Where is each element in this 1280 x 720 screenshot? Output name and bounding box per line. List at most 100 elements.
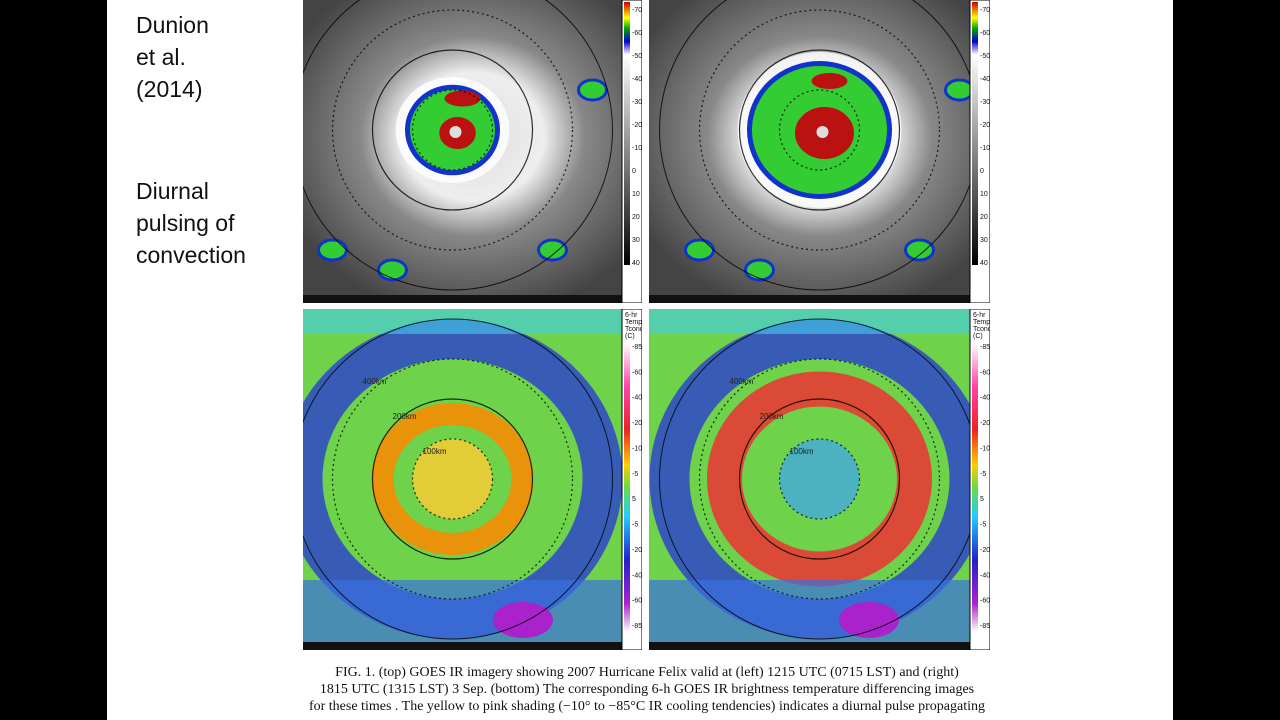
colorbar-label: -70 [632, 7, 642, 14]
colorbar-fill [972, 343, 978, 632]
colorbar-title: 6-hr [625, 312, 638, 319]
colorbar-label: -20 [980, 547, 990, 554]
colorbar-label: -30 [632, 99, 642, 106]
blob [577, 78, 608, 102]
colorbar-label: -50 [980, 53, 990, 60]
range-ring [411, 438, 494, 520]
colorbar-label: -60 [980, 369, 990, 376]
colorbar-label: 0 [980, 168, 984, 175]
colorbar-label: -20 [632, 547, 642, 554]
colorbar-label: -20 [632, 122, 642, 129]
colorbar-title: (C) [973, 333, 983, 340]
purple [839, 602, 899, 638]
colorbar-title: (C) [625, 333, 635, 340]
inner [412, 439, 493, 519]
ring-label: 100km [423, 447, 447, 456]
range-ring [698, 358, 941, 600]
colorbar-label: 30 [980, 237, 988, 244]
heading-line: et al. [136, 44, 186, 70]
colorbar-label: -40 [980, 572, 990, 579]
subheading-line: pulsing of [136, 210, 235, 236]
ring-label: 400km [730, 377, 754, 386]
caption-line: FIG. 1. (top) GOES IR imagery showing 20… [335, 665, 959, 680]
ring-label: 400km [363, 377, 387, 386]
blob [744, 258, 775, 282]
blob [811, 73, 848, 89]
heading-line: Dunion [136, 12, 209, 38]
eye [816, 126, 829, 138]
blob [317, 238, 348, 262]
purple [493, 602, 553, 638]
subheading-line: Diurnal [136, 178, 209, 204]
blob [377, 258, 408, 282]
subheading: Diurnal pulsing of convection [136, 175, 246, 271]
range-ring [738, 49, 901, 211]
range-ring [371, 49, 534, 211]
colorbar-label: 20 [980, 214, 988, 221]
caption-line: 1815 UTC (1315 LST) 3 Sep. (bottom) The … [320, 682, 974, 697]
blob [904, 238, 935, 262]
colorbar-fill [972, 2, 978, 265]
cyan-top [649, 309, 990, 334]
satellite-image: -85 -60 -40 -20 -10 -5 5 -5 -20 -40 -60 -85 6-hrTemp… [303, 309, 644, 650]
colorbar-fill [624, 343, 630, 632]
blob [684, 238, 715, 262]
colorbar-label: 30 [632, 237, 640, 244]
colorbar-label: -20 [980, 122, 990, 129]
colorbar-title: Tcond [973, 326, 992, 333]
range-ring [738, 398, 901, 560]
colorbar-label: -20 [980, 420, 990, 427]
range-ring [778, 89, 861, 171]
colorbar-label: 5 [632, 496, 636, 503]
satellite-image: -85 -60 -40 -20 -10 -5 5 -5 -20 -40 -60 -85 6-hrTemp… [649, 309, 992, 650]
colorbar-label: -5 [980, 471, 986, 478]
colorbar-label: -40 [632, 395, 642, 402]
inner [779, 439, 860, 519]
colorbar-label: 5 [980, 496, 984, 503]
blob [444, 90, 481, 107]
satellite-image: -70 -60 -50 -40 -30 -20 -10 0 10 20 30 40 [303, 0, 642, 303]
colorbar-label: -85 [632, 623, 642, 630]
colorbar-label: -85 [980, 344, 990, 351]
south-land [303, 580, 642, 650]
colorbar-title: Temp [625, 319, 642, 326]
colorbar-label: 10 [632, 191, 640, 198]
colorbar-title: 6-hr [973, 312, 986, 319]
bottom-strip [649, 642, 990, 650]
red-band [371, 403, 534, 555]
colorbar-label: -10 [980, 145, 990, 152]
colorbar-label: -50 [632, 53, 642, 60]
colorbar-label: -10 [980, 445, 990, 452]
colorbar-label: 40 [980, 260, 988, 267]
colorbar-label: -85 [632, 344, 642, 351]
colorbar-label: -10 [632, 145, 642, 152]
ring-label: 200km [760, 412, 784, 421]
colorbar-label: -10 [632, 445, 642, 452]
heading-line: (2014) [136, 76, 203, 102]
colorbar-label: -5 [632, 471, 638, 478]
colorbar-label: -40 [980, 76, 990, 83]
blob [537, 238, 568, 262]
red-band [707, 371, 932, 587]
colorbar-label: -60 [632, 598, 642, 605]
colorbar-label: -40 [632, 76, 642, 83]
range-ring [411, 89, 494, 171]
colorbar-label: -85 [980, 623, 990, 630]
colorbar-label: -5 [632, 522, 638, 529]
range-ring [698, 9, 941, 251]
range-ring [303, 318, 613, 640]
colorbar-label: -60 [980, 598, 990, 605]
blob [944, 78, 975, 102]
heading: Dunion et al. (2014) [136, 9, 209, 105]
ring-label: 200km [393, 412, 417, 421]
range-ring [331, 9, 574, 251]
range-ring [371, 398, 534, 560]
bottom-strip [303, 642, 642, 650]
ring-label: 100km [790, 447, 814, 456]
caption-line: for these times . The yellow to pink sha… [309, 699, 985, 714]
colorbar-title: Tcond [625, 326, 644, 333]
subheading-line: convection [136, 242, 246, 268]
colorbar-title: Temp [973, 319, 990, 326]
bottom-strip [649, 295, 990, 303]
